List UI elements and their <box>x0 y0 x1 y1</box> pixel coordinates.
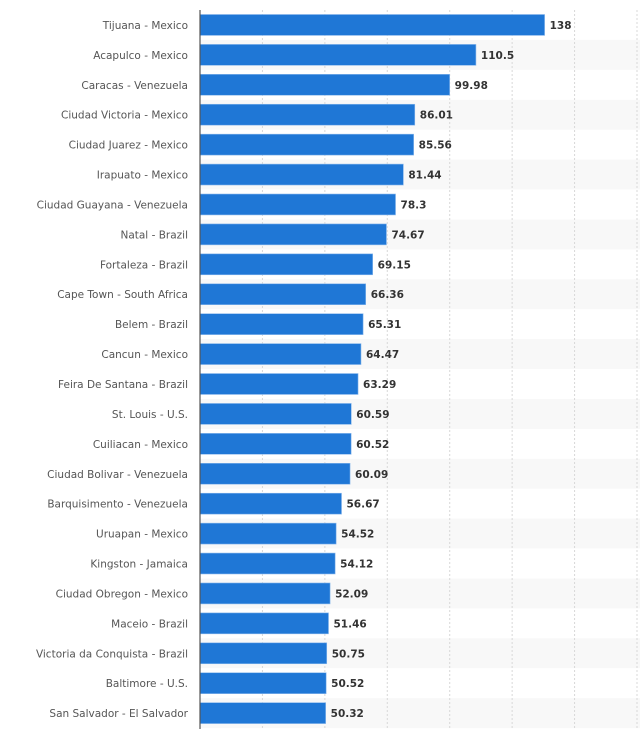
category-label: Cape Town - South Africa <box>57 289 188 301</box>
bar[interactable] <box>199 253 373 276</box>
category-label: Tijuana - Mexico <box>102 20 188 32</box>
category-label: Natal - Brazil <box>120 229 188 241</box>
bar[interactable] <box>199 133 414 156</box>
category-label: Cancun - Mexico <box>101 349 188 361</box>
bar[interactable] <box>199 552 336 575</box>
value-label: 51.46 <box>334 618 367 630</box>
bar[interactable] <box>199 672 327 694</box>
category-label: Barquisimento - Venezuela <box>47 499 188 511</box>
category-label: Ciudad Victoria - Mexico <box>61 110 188 122</box>
category-label: Acapulco - Mexico <box>93 50 188 62</box>
value-label: 54.52 <box>341 529 374 541</box>
value-label: 60.59 <box>356 409 389 421</box>
value-label: 52.09 <box>335 588 368 600</box>
bar[interactable] <box>199 433 352 455</box>
value-label: 110.5 <box>481 50 514 62</box>
value-labels: 138 110.5 99.98 86.01 85.56 81.44 78.3 74.67 69.… <box>331 20 572 720</box>
value-label: 65.31 <box>368 319 401 331</box>
bar[interactable] <box>199 103 416 126</box>
value-label: 69.15 <box>378 259 411 271</box>
category-label: Maceio - Brazil <box>111 618 188 630</box>
bar[interactable] <box>199 642 328 665</box>
bars <box>199 14 545 724</box>
bar[interactable] <box>199 492 342 515</box>
value-label: 64.47 <box>366 349 399 361</box>
category-label: Uruapan - Mexico <box>96 529 188 541</box>
category-label: Feira De Santana - Brazil <box>58 379 188 391</box>
value-label: 50.32 <box>331 708 364 720</box>
category-label: San Salvador - El Salvador <box>49 708 188 720</box>
category-label: Ciudad Obregon - Mexico <box>56 588 188 600</box>
value-label: 66.36 <box>371 289 404 301</box>
category-label: Irapuato - Mexico <box>97 170 188 182</box>
bar[interactable] <box>199 223 387 246</box>
bar[interactable] <box>199 193 396 216</box>
category-label: Victoria da Conquista - Brazil <box>36 648 188 660</box>
category-label: Cuiliacan - Mexico <box>93 439 188 451</box>
category-label: Belem - Brazil <box>115 319 188 331</box>
value-label: 85.56 <box>419 140 452 152</box>
category-label: Ciudad Bolivar - Venezuela <box>47 469 188 481</box>
value-label: 50.75 <box>332 648 365 660</box>
value-label: 81.44 <box>408 170 441 182</box>
value-label: 60.09 <box>355 469 388 481</box>
bar[interactable] <box>199 612 329 635</box>
bar[interactable] <box>199 403 352 425</box>
value-label: 86.01 <box>420 110 453 122</box>
bar[interactable] <box>199 343 362 365</box>
value-label: 78.3 <box>401 199 427 211</box>
value-label: 56.67 <box>347 499 380 511</box>
value-label: 54.12 <box>340 559 373 571</box>
category-label: Ciudad Guayana - Venezuela <box>37 199 188 211</box>
category-label: St. Louis - U.S. <box>112 409 188 421</box>
value-label: 138 <box>550 20 572 32</box>
bar[interactable] <box>199 522 337 545</box>
value-label: 60.52 <box>356 439 389 451</box>
bar[interactable] <box>199 14 545 36</box>
value-label: 50.52 <box>331 678 364 690</box>
category-label: Baltimore - U.S. <box>106 678 188 690</box>
bar[interactable] <box>199 44 477 66</box>
category-label: Ciudad Juarez - Mexico <box>69 140 188 152</box>
bar[interactable] <box>199 163 404 186</box>
category-label: Kingston - Jamaica <box>90 559 188 571</box>
category-label: Caracas - Venezuela <box>81 80 188 92</box>
bar[interactable] <box>199 702 326 724</box>
bar[interactable] <box>199 313 364 335</box>
value-label: 74.67 <box>391 229 424 241</box>
category-label: Fortaleza - Brazil <box>100 259 188 271</box>
bar[interactable] <box>199 74 450 96</box>
bar[interactable] <box>199 373 359 395</box>
bar[interactable] <box>199 283 367 305</box>
category-labels: Tijuana - Mexico Acapulco - Mexico Caracas… <box>36 20 189 720</box>
bar[interactable] <box>199 582 331 605</box>
value-label: 99.98 <box>455 80 488 92</box>
value-label: 63.29 <box>363 379 396 391</box>
bar[interactable] <box>199 462 351 485</box>
